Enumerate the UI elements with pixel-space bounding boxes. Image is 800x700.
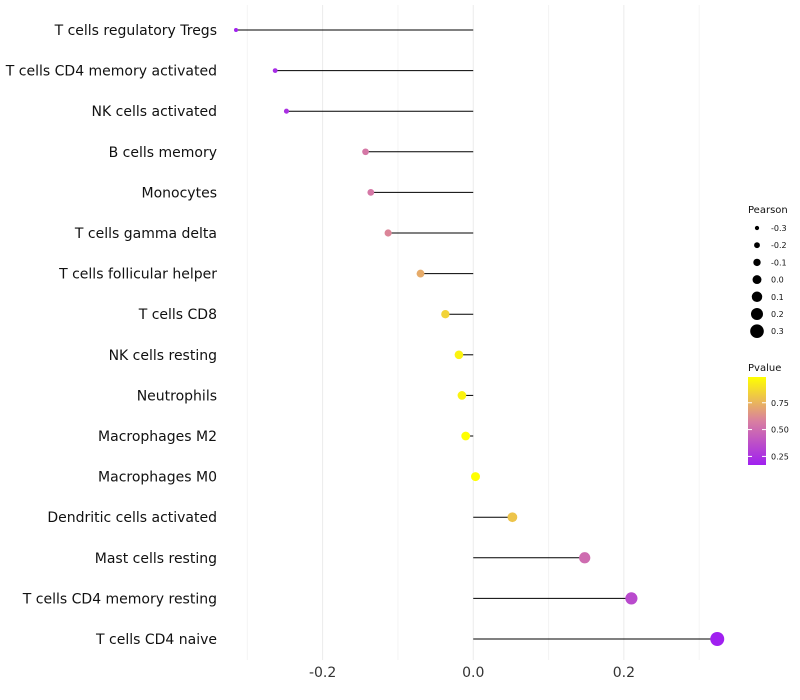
data-point: [461, 431, 471, 441]
color-legend-title: Pvalue: [748, 363, 781, 374]
size-legend-key: [750, 324, 764, 339]
color-legend-bar: [748, 377, 766, 465]
lollipop-points: [234, 28, 725, 646]
category-label: T cells regulatory Tregs: [54, 23, 217, 39]
category-label: B cells memory: [109, 145, 217, 161]
x-tick-label: 0.2: [613, 665, 635, 681]
data-point: [362, 148, 369, 156]
category-label: T cells CD4 naive: [95, 632, 217, 648]
data-point: [471, 472, 480, 482]
size-legend-key: [754, 242, 760, 249]
category-label: T cells follicular helper: [58, 267, 217, 283]
size-legend-label: 0.1: [771, 293, 784, 302]
category-label: T cells gamma delta: [74, 226, 217, 242]
category-label: T cells CD4 memory activated: [5, 64, 217, 80]
color-legend: Pvalue 0.75 0.50 0.25: [748, 363, 789, 465]
category-label: Dendritic cells activated: [47, 510, 217, 526]
size-legend: Pearson -0.3 -0.2 -0.1 0.0 0.1 0.2 0.3: [748, 205, 788, 339]
category-label: NK cells resting: [109, 348, 217, 364]
data-point: [625, 592, 638, 605]
data-point: [454, 350, 464, 360]
size-legend-key: [753, 258, 761, 267]
lollipop-stems: [236, 29, 718, 640]
size-legend-label: -0.2: [771, 241, 787, 250]
data-point: [384, 229, 392, 237]
color-legend-label: 0.25: [771, 452, 789, 461]
x-tick-label: -0.2: [309, 665, 336, 681]
category-label: NK cells activated: [92, 104, 217, 120]
size-legend-label: 0.0: [771, 276, 784, 285]
x-axis-ticks: -0.2 0.0 0.2: [309, 665, 635, 681]
data-point: [457, 391, 467, 400]
size-legend-title: Pearson: [748, 205, 788, 216]
size-legend-key: [750, 307, 764, 321]
category-label: Monocytes: [142, 185, 217, 201]
data-point: [283, 108, 289, 114]
category-label: Macrophages M2: [98, 429, 217, 445]
size-legend-key: [751, 291, 763, 303]
category-label: Mast cells resting: [95, 551, 217, 567]
category-label: T cells CD4 memory resting: [22, 591, 217, 607]
size-legend-key: [754, 225, 760, 231]
category-label: T cells CD8: [138, 307, 217, 323]
size-legend-label: 0.2: [771, 310, 784, 319]
size-legend-label: -0.1: [771, 258, 787, 267]
size-legend-label: -0.3: [771, 224, 787, 233]
data-point: [367, 189, 375, 196]
data-point: [507, 512, 518, 523]
data-point: [441, 310, 450, 319]
color-legend-label: 0.75: [771, 399, 789, 408]
data-point: [710, 632, 725, 646]
category-labels: T cells regulatory Tregs T cells CD4 memo…: [5, 23, 217, 648]
data-point: [272, 68, 278, 74]
grid-lines: [246, 5, 700, 660]
data-point: [416, 269, 425, 278]
color-legend-label: 0.50: [771, 426, 789, 435]
category-label: Neutrophils: [137, 388, 217, 404]
size-legend-label: 0.3: [771, 327, 784, 336]
data-point: [579, 552, 591, 564]
x-tick-label: 0.0: [462, 665, 484, 681]
category-label: Macrophages M0: [98, 470, 217, 486]
data-point: [234, 28, 238, 32]
size-legend-key: [752, 275, 762, 285]
